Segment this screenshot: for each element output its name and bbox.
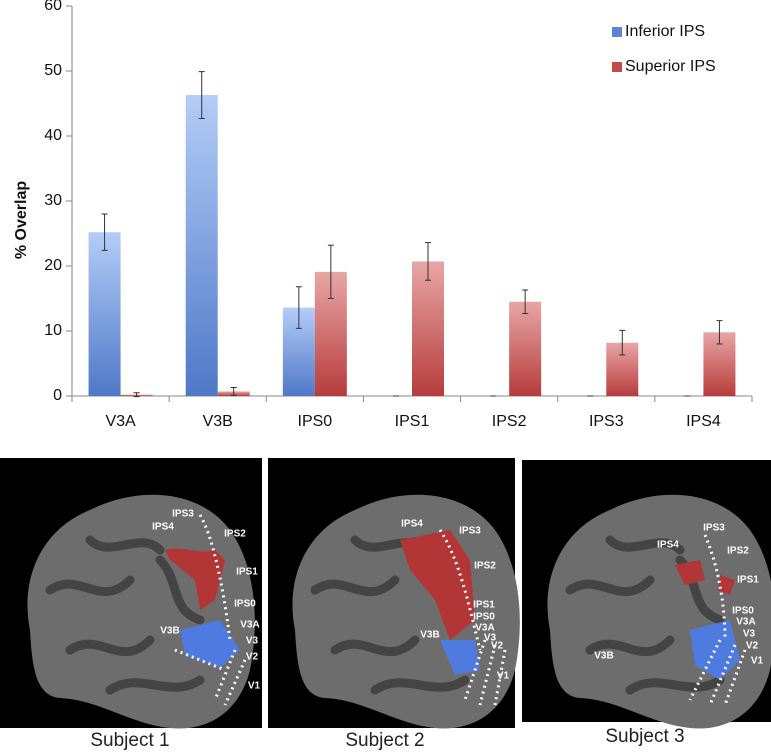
- region-label: V3A: [240, 620, 259, 631]
- region-label: V3A: [736, 617, 755, 628]
- region-label: IPS1: [473, 600, 495, 611]
- error-bar: [295, 286, 302, 329]
- error-bar: [716, 320, 723, 345]
- region-red: [165, 548, 225, 610]
- region-label: IPS2: [727, 546, 749, 557]
- region-label: V3B: [594, 651, 613, 662]
- x-tick-label: IPS0: [298, 413, 333, 430]
- bar: [88, 232, 121, 396]
- panel: [0, 458, 262, 728]
- region-label: V1: [248, 681, 261, 692]
- bar: [509, 301, 542, 396]
- boundary: [174, 514, 247, 706]
- region-label: V1: [751, 656, 764, 667]
- region-label: IPS4: [401, 519, 423, 530]
- region-label: V3: [484, 633, 497, 644]
- error-bar: [230, 387, 237, 396]
- y-tick-label: 20: [44, 257, 62, 274]
- region-label: V1: [497, 671, 510, 682]
- region-label: IPS1: [236, 567, 258, 578]
- y-tick-label: 10: [44, 322, 62, 339]
- y-tick-label: 0: [53, 387, 62, 404]
- region-label: IPS4: [657, 540, 679, 551]
- error-bar: [522, 289, 529, 314]
- region-label: IPS0: [732, 606, 754, 617]
- y-tick-label: 50: [44, 62, 62, 79]
- region-label: IPS0: [234, 599, 256, 610]
- boundary: [438, 529, 507, 706]
- error-bar: [619, 329, 626, 356]
- x-tick-label: V3A: [105, 413, 136, 430]
- region-label: V2: [746, 641, 759, 652]
- caption: Subject 2: [345, 730, 424, 751]
- error-bar: [101, 213, 108, 251]
- brain: [28, 495, 255, 729]
- x-tick-label: IPS3: [589, 413, 624, 430]
- region-label: IPS0: [473, 612, 495, 623]
- x-tick-label: IPS4: [686, 413, 721, 430]
- x-tick-label: V3B: [203, 413, 233, 430]
- error-bar: [133, 392, 140, 398]
- panel: [522, 460, 771, 728]
- region-red: [400, 530, 475, 640]
- y-tick-label: 40: [44, 127, 62, 144]
- error-bar: [327, 244, 334, 299]
- x-tick-label: IPS1: [395, 413, 430, 430]
- bar: [412, 261, 444, 396]
- legend-swatch: [612, 62, 622, 72]
- region-label: V2: [491, 641, 504, 652]
- caption: Subject 1: [90, 730, 169, 751]
- legend-swatch: [612, 27, 622, 37]
- x-tick-label: IPS2: [492, 413, 527, 430]
- region-blue: [180, 620, 240, 668]
- region-label: V3: [246, 636, 259, 647]
- region-label: V3A: [475, 623, 494, 634]
- legend-label: Superior IPS: [625, 58, 716, 75]
- region-blue: [690, 620, 740, 680]
- y-tick-label: 60: [44, 0, 62, 14]
- region-label: IPS2: [224, 529, 246, 540]
- region-label: V3B: [420, 630, 439, 641]
- region-blue: [440, 640, 480, 675]
- region-label: IPS4: [152, 522, 174, 533]
- bar-chart: 0 10 20 30 40 50 60 V3A V3B IPS0 IPS1 IPS2 IPS3 IPS4 I…: [44, 0, 753, 430]
- bar: [185, 95, 218, 397]
- region-label: IPS1: [737, 575, 759, 586]
- region-label: V3: [743, 629, 756, 640]
- region-label: V2: [246, 652, 259, 663]
- region-label: IPS3: [703, 523, 725, 534]
- y-axis-label: % Overlap: [13, 181, 30, 259]
- error-bar: [425, 242, 431, 281]
- region-red: [675, 560, 735, 595]
- caption: Subject 3: [605, 726, 684, 747]
- legend-label: Inferior IPS: [625, 23, 705, 40]
- region-label: IPS2: [474, 561, 496, 572]
- region-label: V3B: [160, 626, 179, 637]
- error-bar: [198, 71, 205, 119]
- y-tick-label: 30: [44, 192, 62, 209]
- region-label: IPS3: [459, 526, 481, 537]
- panel: [268, 458, 520, 728]
- region-label: IPS3: [172, 509, 194, 520]
